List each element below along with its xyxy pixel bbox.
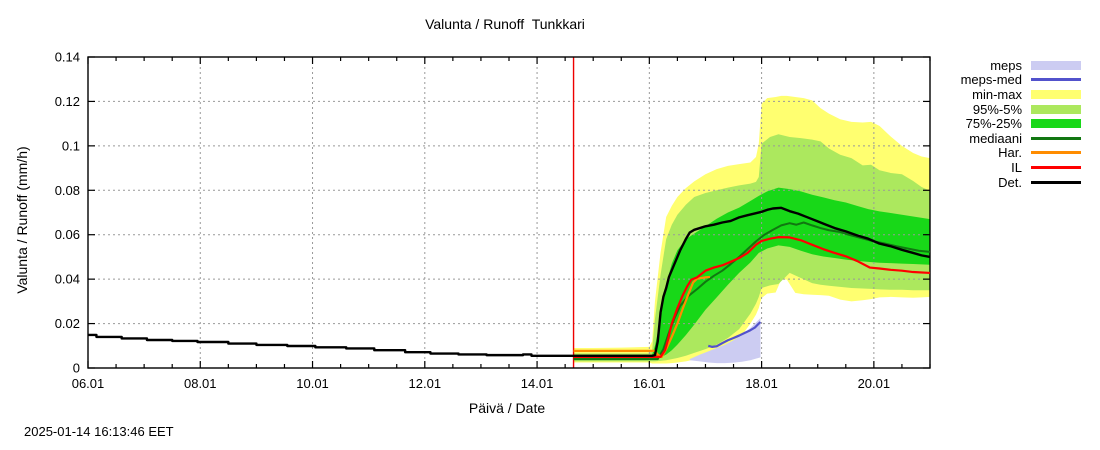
legend-label: Har. xyxy=(998,145,1022,161)
y-tick-label: 0 xyxy=(73,361,80,376)
legend-swatch-line xyxy=(1031,180,1081,184)
legend-item-mediaani: mediaani xyxy=(930,131,1090,146)
line-swatch xyxy=(1031,78,1081,82)
legend-item-det-: Det. xyxy=(930,175,1090,190)
legend-label: 75%-25% xyxy=(965,116,1022,132)
band-swatch xyxy=(1031,104,1081,114)
legend-item-95-5-: 95%-5% xyxy=(930,102,1090,117)
x-tick-label: 16.01 xyxy=(633,376,666,391)
y-tick-label: 0.1 xyxy=(62,138,80,153)
legend-label: IL xyxy=(1011,159,1022,175)
x-tick-label: 08.01 xyxy=(184,376,217,391)
x-tick-label: 12.01 xyxy=(409,376,442,391)
y-tick-label: 0.12 xyxy=(55,94,80,109)
y-tick-label: 0.14 xyxy=(55,50,80,65)
legend-item-75-25-: 75%-25% xyxy=(930,116,1090,131)
series-meps-med xyxy=(707,321,762,348)
x-tick-label: 10.01 xyxy=(296,376,329,391)
legend-swatch-band xyxy=(1031,119,1081,129)
y-axis-label: Valunta / Runoff (mm/h) xyxy=(14,146,30,294)
y-tick-label: 0.02 xyxy=(55,316,80,331)
series-Det. xyxy=(88,206,931,357)
chart-title: Valunta / Runoff Tunkkari xyxy=(425,16,585,32)
line-swatch xyxy=(1031,136,1081,140)
legend-item-min-max: min-max xyxy=(930,87,1090,102)
x-tick-label: 18.01 xyxy=(745,376,778,391)
legend-swatch-line xyxy=(1031,78,1081,82)
legend-label: 95%-5% xyxy=(972,101,1022,117)
legend: meps meps-med min-max 95%-5% 75%-25% mediaani… xyxy=(930,58,1090,190)
band-meps xyxy=(689,318,761,364)
band-swatch xyxy=(1031,89,1081,99)
line-swatch xyxy=(1031,165,1081,169)
line-swatch xyxy=(1031,151,1081,155)
x-tick-label: 20.01 xyxy=(858,376,891,391)
series-IL xyxy=(573,236,931,358)
legend-item-il: IL xyxy=(930,160,1090,175)
legend-label: min-max xyxy=(972,86,1022,102)
y-tick-label: 0.06 xyxy=(55,227,80,242)
x-tick-label: 06.01 xyxy=(72,376,105,391)
y-tick-label: 0.08 xyxy=(55,183,80,198)
legend-swatch-band xyxy=(1031,104,1081,114)
generated-timestamp: 2025-01-14 16:13:46 EET xyxy=(24,424,174,439)
legend-label: meps-med xyxy=(960,72,1022,88)
legend-swatch-band xyxy=(1031,89,1081,99)
band-swatch xyxy=(1031,60,1081,70)
legend-label: meps xyxy=(990,57,1022,73)
line-swatch xyxy=(1031,180,1081,184)
series-Har. xyxy=(573,275,711,358)
legend-item-har-: Har. xyxy=(930,145,1090,161)
legend-swatch-line xyxy=(1031,151,1081,155)
legend-swatch-line xyxy=(1031,165,1081,169)
legend-swatch-band xyxy=(1031,60,1081,70)
legend-item-meps-med: meps-med xyxy=(930,72,1090,88)
x-axis-label: Päivä / Date xyxy=(468,400,546,416)
band-swatch xyxy=(1031,119,1081,129)
x-tick-label: 14.01 xyxy=(521,376,554,391)
legend-swatch-line xyxy=(1031,136,1081,140)
y-tick-label: 0.04 xyxy=(55,272,80,287)
legend-item-meps: meps xyxy=(930,58,1090,73)
legend-label: Det. xyxy=(998,174,1022,190)
legend-label: mediaani xyxy=(969,130,1022,146)
